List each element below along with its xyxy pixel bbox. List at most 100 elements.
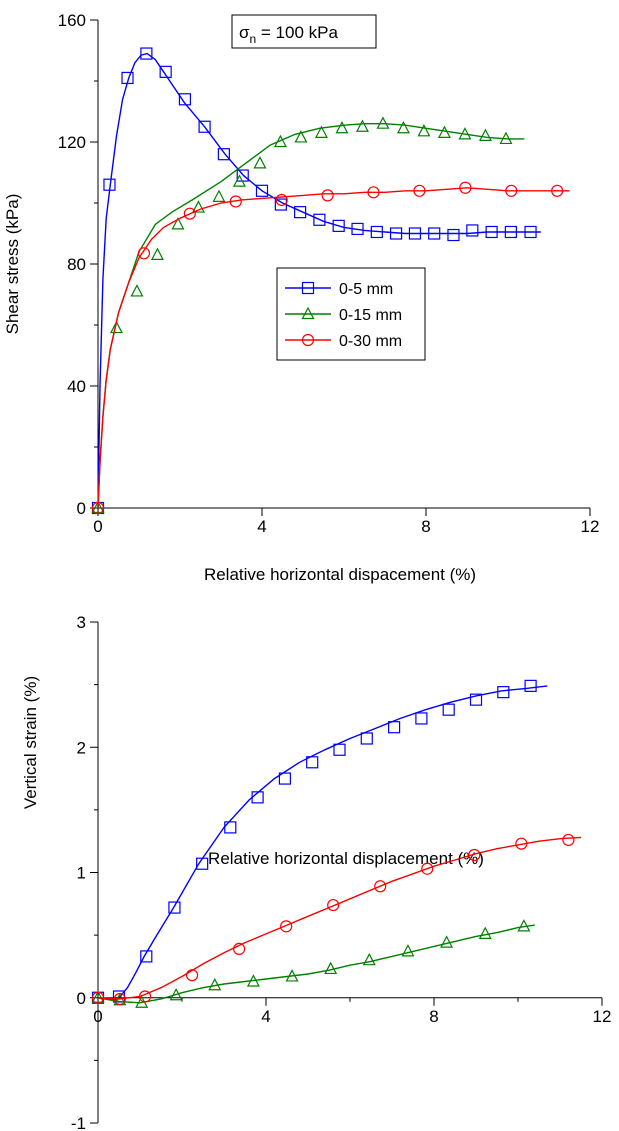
data-point	[313, 213, 326, 226]
data-point	[401, 944, 415, 957]
data-point	[275, 193, 288, 207]
x-tick-label: 4	[257, 517, 266, 536]
data-point	[355, 119, 369, 132]
x-tick-label: 12	[581, 517, 600, 536]
data-point	[524, 679, 537, 692]
data-point	[469, 693, 483, 706]
x-axis-title: Relative horizontal dispacement (%)	[204, 565, 476, 584]
data-point	[246, 974, 260, 987]
x-axis-title: Relative horizontal displacement (%)	[208, 849, 484, 868]
data-point	[551, 184, 564, 197]
y-tick-label: 80	[67, 255, 86, 274]
data-point	[278, 772, 291, 785]
data-point	[232, 174, 246, 187]
data-point	[138, 990, 152, 1003]
legend-label: 0-5 mm	[339, 281, 393, 298]
data-point	[417, 124, 431, 137]
data-point	[459, 181, 472, 194]
data-point	[332, 219, 345, 232]
data-point	[362, 952, 376, 966]
data-point	[504, 225, 517, 239]
upper-chart: 0 40 80 120 160 0 4 8 12 Relative horizontal disp…	[3, 11, 599, 584]
data-point	[185, 969, 199, 982]
data-point	[478, 926, 492, 939]
data-point	[428, 227, 441, 240]
data-point	[208, 977, 222, 991]
data-point	[485, 225, 498, 239]
data-point	[306, 756, 319, 769]
data-point	[389, 227, 403, 240]
data-point	[229, 195, 242, 208]
data-point	[333, 743, 346, 756]
series-0-30mm	[91, 833, 582, 1006]
data-point	[497, 686, 510, 699]
y-tick-label: 1	[77, 864, 86, 883]
data-point	[91, 501, 105, 515]
y-tick-label: 2	[77, 738, 86, 757]
x-tick-label: 12	[593, 1007, 612, 1026]
data-point	[415, 712, 428, 725]
data-point	[562, 833, 575, 847]
legend: 0-5 mm 0-15 mm 0-30 mm	[276, 267, 426, 361]
series-0-5mm	[91, 679, 548, 1004]
y-axis-title: Shear stress (kPa)	[3, 194, 22, 335]
sigma-symbol: σ	[239, 23, 250, 42]
series-0-5mm	[91, 47, 541, 515]
data-point	[374, 880, 387, 893]
data-point	[103, 178, 116, 191]
y-tick-label: 160	[58, 11, 86, 30]
data-point	[274, 198, 287, 211]
data-point	[255, 184, 269, 197]
y-tick-label: 0	[77, 989, 86, 1008]
data-point	[478, 128, 492, 141]
data-point	[140, 950, 153, 963]
x-tick-label: 8	[429, 1007, 438, 1026]
annotation-box: σn = 100 kPa	[231, 14, 377, 49]
data-point	[121, 71, 134, 85]
sigma-subscript: n	[250, 32, 257, 46]
data-point	[408, 227, 422, 240]
data-point	[91, 990, 105, 1003]
x-tick-label: 8	[421, 517, 430, 536]
y-axis-title: Vertical strain (%)	[21, 676, 40, 809]
y-tick-label: 0	[77, 499, 86, 518]
data-point	[499, 131, 513, 145]
data-point	[253, 156, 267, 169]
data-point	[91, 991, 105, 1004]
data-point	[178, 93, 192, 106]
data-point	[524, 225, 537, 239]
annotation-text: σn = 100 kPa	[239, 23, 338, 46]
y-tick-label: 120	[58, 133, 86, 152]
data-point	[321, 189, 334, 202]
data-point	[466, 224, 479, 237]
data-point	[140, 47, 153, 60]
data-point	[458, 127, 472, 140]
data-point	[198, 120, 211, 133]
annotation-value: = 100 kPa	[256, 23, 338, 42]
series-line	[97, 685, 548, 1002]
data-point	[351, 222, 364, 236]
legend-marker	[301, 333, 315, 347]
data-point	[324, 961, 338, 975]
data-point	[168, 901, 181, 914]
data-point	[517, 919, 531, 932]
data-point	[360, 732, 373, 745]
data-point	[294, 206, 307, 219]
data-point	[396, 120, 410, 134]
data-point	[212, 189, 226, 202]
data-point	[196, 857, 209, 870]
data-point	[468, 848, 481, 862]
data-point	[421, 862, 434, 875]
data-point	[169, 987, 183, 1001]
data-point	[314, 125, 328, 138]
data-point	[150, 247, 164, 260]
y-tick-label: -1	[71, 1114, 86, 1131]
data-point	[251, 791, 264, 804]
data-point	[91, 500, 105, 514]
legend-label: 0-15 mm	[339, 307, 402, 324]
data-point	[191, 200, 205, 213]
data-point	[437, 125, 451, 138]
y-tick-label: 40	[67, 377, 86, 396]
x-tick-label: 4	[261, 1007, 270, 1026]
